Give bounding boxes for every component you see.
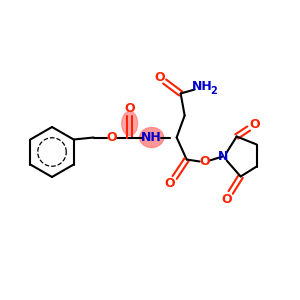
Text: NH: NH — [141, 131, 162, 144]
Ellipse shape — [140, 128, 164, 148]
Text: 2: 2 — [210, 86, 217, 97]
Text: O: O — [124, 102, 135, 115]
Text: O: O — [221, 193, 232, 206]
Text: O: O — [249, 118, 260, 131]
Text: NH: NH — [192, 80, 213, 93]
Text: O: O — [199, 155, 210, 168]
Text: O: O — [106, 131, 117, 144]
Text: N: N — [218, 150, 228, 163]
Ellipse shape — [122, 112, 138, 136]
Text: O: O — [164, 177, 175, 190]
Text: O: O — [154, 71, 165, 84]
